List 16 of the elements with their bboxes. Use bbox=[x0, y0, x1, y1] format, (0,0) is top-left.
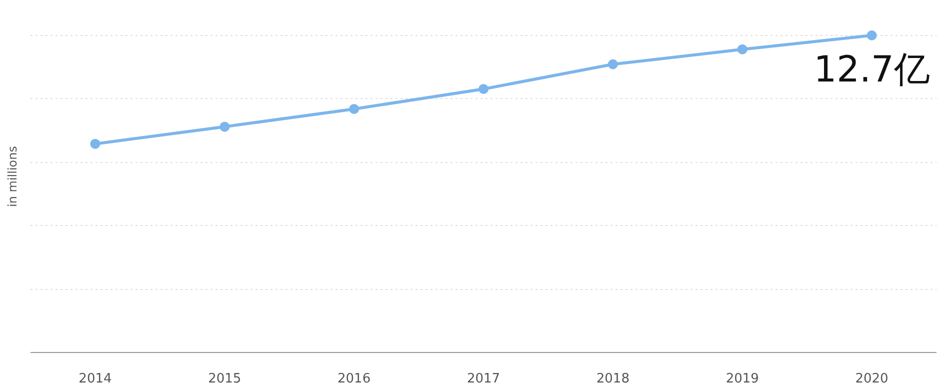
point bbox=[349, 104, 360, 114]
point bbox=[737, 44, 748, 54]
point bbox=[220, 122, 230, 132]
x-tick-label: 2016 bbox=[338, 372, 371, 385]
x-tick-label: 2019 bbox=[726, 372, 759, 385]
point bbox=[478, 84, 488, 94]
x-tick-label: 2020 bbox=[855, 372, 888, 385]
x-tick-label: 2014 bbox=[78, 372, 112, 385]
x-tick-label: 2018 bbox=[596, 372, 630, 385]
x-tick-label: 2017 bbox=[466, 372, 500, 385]
x-tick-label: 2015 bbox=[208, 372, 242, 385]
y-axis-title: in millions bbox=[6, 146, 20, 207]
annotation: 12.7亿 bbox=[814, 49, 930, 90]
point bbox=[90, 138, 100, 149]
point bbox=[608, 59, 618, 70]
point bbox=[866, 30, 877, 40]
